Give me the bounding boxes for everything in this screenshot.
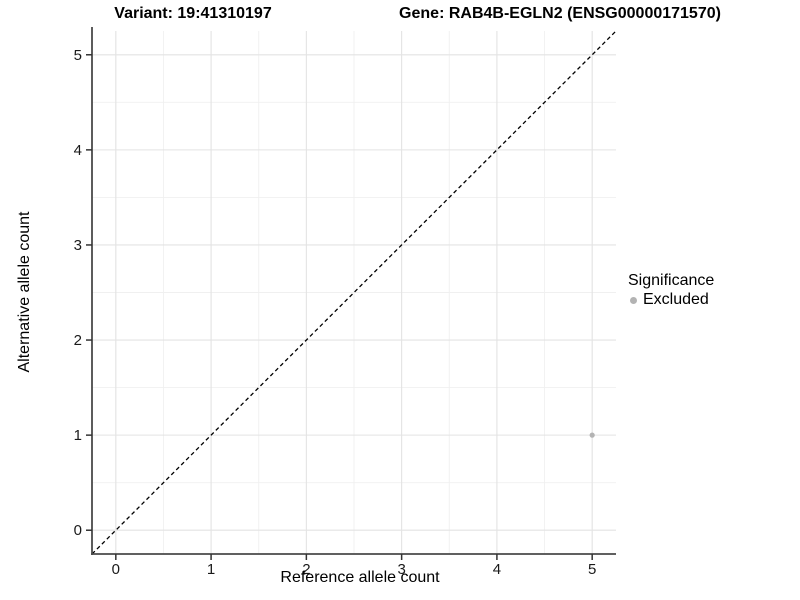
legend: Significance Excluded: [628, 272, 714, 309]
y-tick-label: 3: [74, 237, 82, 254]
x-tick-label: 3: [397, 561, 405, 578]
legend-item-excluded: Excluded: [628, 291, 714, 309]
variant-title: Variant: 19:41310197: [114, 5, 272, 22]
y-axis-title: Alternative allele count: [16, 211, 33, 373]
y-tick-label: 1: [74, 427, 82, 444]
data-point: [589, 432, 595, 438]
identity-reference-line: [91, 30, 617, 555]
x-tick-label: 5: [588, 561, 596, 578]
legend-title: Significance: [628, 272, 715, 289]
x-axis-title: Reference allele count: [280, 569, 440, 586]
y-tick-label: 0: [74, 522, 82, 539]
x-tick-label: 0: [112, 561, 120, 578]
y-tick-label: 2: [74, 332, 82, 349]
y-tick-label: 5: [74, 47, 82, 64]
gene-title: Gene: RAB4B-EGLN2 (ENSG00000171570): [399, 5, 721, 22]
legend-item-label: Excluded: [643, 291, 709, 308]
y-tick-label: 4: [74, 142, 82, 159]
x-tick-label: 4: [493, 561, 501, 578]
x-tick-label: 1: [207, 561, 215, 578]
excluded-point-icon: [630, 296, 637, 304]
x-tick-label: 2: [302, 561, 310, 578]
